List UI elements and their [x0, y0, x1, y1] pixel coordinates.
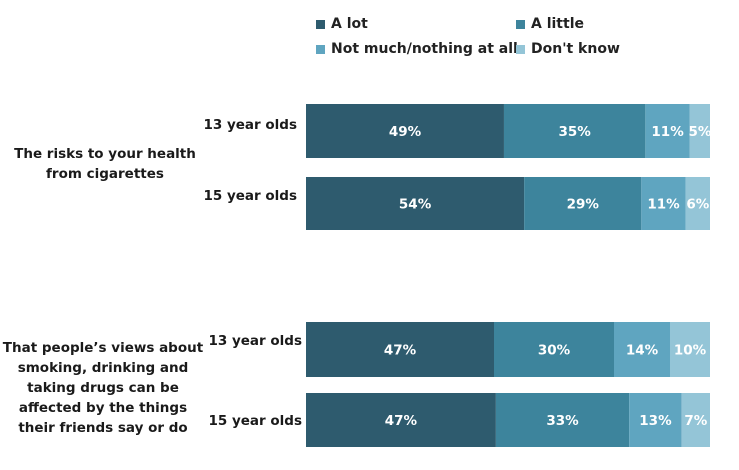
bar-segment-dont-know	[670, 322, 710, 377]
data-label: 13%	[639, 413, 672, 429]
bar-segment-not-much	[645, 104, 690, 158]
data-label: 33%	[546, 413, 579, 429]
bar-segment-a-lot	[306, 177, 525, 230]
legend: A lot A little Not much/nothing at all D…	[316, 16, 736, 64]
data-label: 14%	[626, 343, 659, 359]
data-label: 47%	[385, 413, 418, 429]
bar-segment-dont-know	[681, 393, 710, 447]
legend-label: Not much/nothing at all	[331, 41, 518, 57]
group-label-friends-views: That people’s views about smoking, drink…	[2, 340, 204, 436]
row-label: 13 year olds	[203, 117, 297, 133]
data-label: 29%	[567, 197, 600, 213]
bar-segment-not-much	[641, 177, 686, 230]
data-label: 35%	[558, 124, 591, 140]
data-label: 5%	[688, 124, 711, 140]
bar-segment-not-much	[614, 322, 670, 377]
bar-segment-dont-know	[689, 104, 710, 158]
bar-segment-a-lot	[306, 393, 496, 447]
legend-item-not-much: Not much/nothing at all	[316, 41, 518, 57]
bar-segment-dont-know	[685, 177, 710, 230]
data-label: 11%	[647, 197, 680, 213]
legend-item-a-little: A little	[516, 16, 584, 32]
data-label: 7%	[684, 413, 707, 429]
data-label: 6%	[686, 197, 709, 213]
legend-label: Don't know	[531, 41, 620, 57]
legend-swatch	[316, 44, 325, 54]
legend-item-dont-know: Don't know	[516, 41, 620, 57]
legend-item-a-lot: A lot	[316, 16, 368, 32]
bar-segment-a-little	[494, 322, 614, 377]
legend-swatch	[516, 19, 525, 29]
bar-segment-a-little	[524, 177, 642, 230]
legend-swatch	[516, 44, 525, 54]
row-label: 15 year olds	[208, 413, 302, 429]
bar-segment-not-much	[629, 393, 682, 447]
group-label-cigarettes: The risks to your health from cigarettes	[14, 146, 196, 182]
data-label: 47%	[384, 343, 417, 359]
bar-segment-a-lot	[306, 322, 494, 377]
data-label: 54%	[399, 197, 432, 213]
data-label: 49%	[389, 124, 422, 140]
bar-segment-a-lot	[306, 104, 504, 158]
bar-segment-a-little	[495, 393, 630, 447]
data-label: 30%	[538, 343, 571, 359]
data-label: 10%	[674, 343, 707, 359]
legend-label: A lot	[331, 16, 368, 32]
legend-swatch	[316, 19, 325, 29]
row-label: 13 year olds	[208, 333, 302, 349]
data-label: 11%	[651, 124, 684, 140]
legend-label: A little	[531, 16, 584, 32]
row-label: 15 year olds	[203, 188, 297, 204]
bar-segment-a-little	[503, 104, 646, 158]
